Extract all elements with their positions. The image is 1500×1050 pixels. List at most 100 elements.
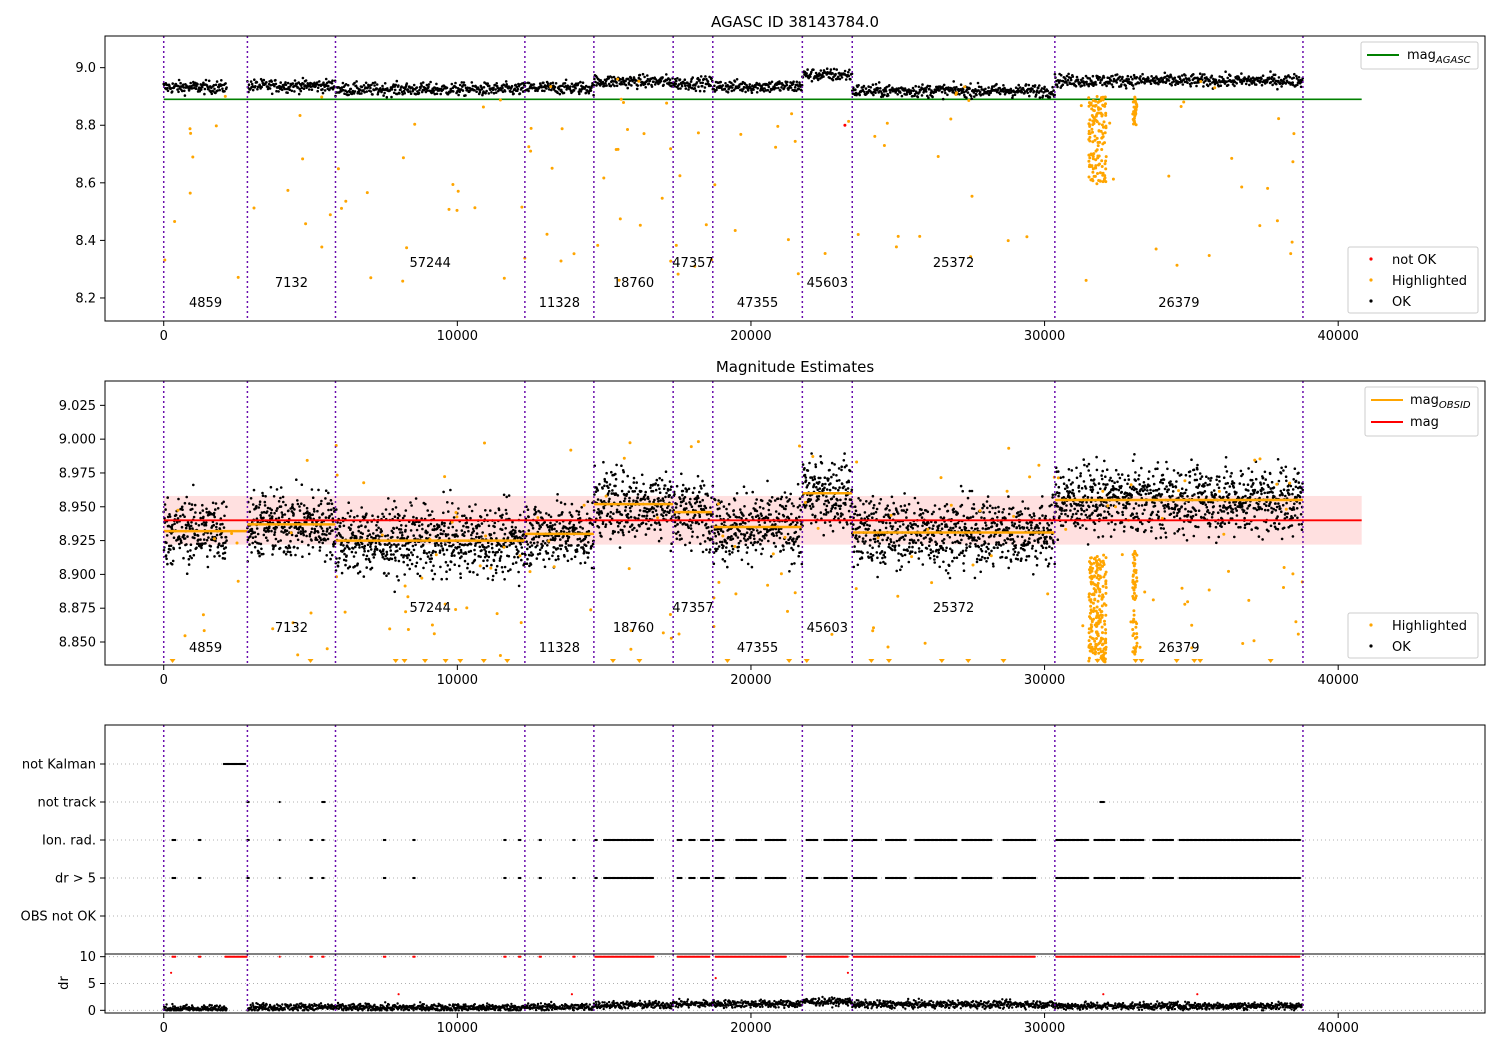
p1-xtick-label-3: 30000: [1024, 329, 1065, 344]
p2-obsid-label-6: 47355: [737, 641, 778, 656]
legend-label-not-ok: not OK: [1392, 253, 1437, 268]
p4-xtick-label-4: 40000: [1318, 1021, 1359, 1036]
p2-obsid-label-2: 57244: [410, 601, 451, 616]
out-of-range-marker-14: [868, 659, 875, 663]
p4-ytick-label-1: 5: [88, 977, 96, 992]
out-of-range-marker-3: [401, 659, 408, 663]
p2-obsid-label-0: 4859: [189, 641, 222, 656]
out-of-range-marker-16: [938, 659, 945, 663]
out-of-range-marker-19: [1094, 659, 1101, 663]
panel-1-point-legend: not OK Highlighted OK: [1347, 246, 1479, 314]
out-of-range-marker-1: [307, 659, 314, 663]
p2-xtick-label-4: 40000: [1318, 673, 1359, 688]
p4-xtick-label-0: 0: [160, 1021, 168, 1036]
legend-label-ok: OK: [1392, 295, 1411, 310]
out-of-range-marker-8: [504, 659, 511, 663]
p2-xtick-label-1: 10000: [437, 673, 478, 688]
out-of-range-marker-12: [786, 659, 793, 663]
legend-label-highlighted: Highlighted: [1392, 274, 1467, 289]
agasc-magnitude-panel: AGASC ID 38143784.0 4859 7132 57244 11328 18…: [75, 13, 1486, 344]
p2-obsid-label-7: 45603: [807, 621, 848, 636]
panel-2-line-legend: magOBSID mag: [1364, 386, 1479, 437]
legend-label-highlighted-2: Highlighted: [1392, 619, 1467, 634]
p1-xtick-label-4: 40000: [1318, 329, 1359, 344]
out-of-range-marker-5: [442, 659, 449, 663]
p1-obsid-label-1: 7132: [275, 276, 308, 291]
out-of-range-marker-22: [1138, 659, 1145, 663]
panel-2-point-legend: Highlighted OK: [1347, 612, 1479, 659]
panel-1-axes-frame: [104, 35, 1486, 322]
p4-ytick-label-0: 0: [88, 1004, 96, 1019]
p2-xtick-label-2: 20000: [730, 673, 771, 688]
legend-marker-not-ok: [1369, 257, 1373, 261]
legend-mag-obsid-label: magOBSID: [1410, 393, 1471, 411]
highlighted-points-series: [163, 77, 1296, 283]
p2-ytick-label-1: 8.875: [59, 602, 96, 617]
highlighted-points-series-2: [176, 440, 1304, 664]
panel-1-title: AGASC ID 38143784.0: [711, 13, 879, 31]
out-of-range-marker-26: [1267, 659, 1274, 663]
p2-obsid-label-3: 11328: [539, 641, 580, 656]
flag-row-label-1: not track: [37, 796, 96, 811]
panel-2-axes-frame: [104, 380, 1486, 666]
p2-obsid-label-8: 25372: [933, 601, 974, 616]
p1-obsid-label-3: 11328: [539, 296, 580, 311]
dr-ok-points: [162, 995, 1304, 1012]
p1-obsid-label-6: 47355: [737, 296, 778, 311]
p1-xtick-label-2: 20000: [730, 329, 771, 344]
p1-ytick-label-2: 8.6: [75, 176, 96, 191]
panel-1-line-legend: magAGASC: [1360, 41, 1479, 70]
dr-panel: 0 10000 20000 30000 40000 0 5 10 dr: [57, 950, 1486, 1036]
flag-row-label-2: Ion. rad.: [42, 834, 96, 849]
p1-ytick-label-3: 8.8: [75, 119, 96, 134]
p2-obsid-label-1: 7132: [275, 621, 308, 636]
legend-mag-agasc-label: magAGASC: [1407, 48, 1471, 66]
out-of-range-marker-11: [724, 659, 731, 663]
out-of-range-marker-18: [1000, 659, 1007, 663]
flag-row-label-3: dr > 5: [55, 872, 96, 887]
dr-capped-points: [170, 955, 1301, 996]
p1-obsid-label-0: 4859: [189, 296, 222, 311]
legend-label-ok-2: OK: [1392, 640, 1411, 655]
p4-xtick-label-2: 20000: [730, 1021, 771, 1036]
flag-row-label-4: OBS not OK: [21, 910, 97, 925]
flags-panel: not Kalman not track Ion. rad. dr > 5 OBS no…: [21, 724, 1486, 955]
out-of-range-marker-24: [1191, 659, 1198, 663]
out-of-range-marker-10: [636, 659, 643, 663]
p1-ytick-label-4: 9.0: [75, 61, 96, 76]
p2-ytick-label-2: 8.900: [59, 568, 96, 583]
out-of-range-marker-9: [609, 659, 616, 663]
out-of-range-marker-15: [885, 659, 892, 663]
out-of-range-marker-2: [392, 659, 399, 663]
dr-axis-label: dr: [57, 976, 72, 990]
legend-mag-label: mag: [1410, 415, 1439, 430]
p2-ytick-label-6: 9.000: [59, 433, 96, 448]
legend-marker-highlighted-2: [1369, 623, 1373, 627]
p2-obsid-label-5: 47357: [672, 601, 713, 616]
p4-xtick-label-1: 10000: [437, 1021, 478, 1036]
out-of-range-marker-13: [803, 659, 810, 663]
p2-ytick-label-4: 8.950: [59, 500, 96, 515]
flag-row-label-0: not Kalman: [22, 758, 96, 773]
legend-marker-highlighted: [1369, 278, 1373, 282]
panel-2-title: Magnitude Estimates: [716, 358, 874, 376]
out-of-range-marker-21: [1132, 659, 1139, 663]
p1-ytick-label-1: 8.4: [75, 234, 96, 249]
p2-xtick-label-3: 30000: [1024, 673, 1065, 688]
p1-obsid-label-8: 25372: [933, 256, 974, 271]
p2-ytick-label-3: 8.925: [59, 534, 96, 549]
p2-ytick-label-7: 9.025: [59, 399, 96, 414]
out-of-range-marker-4: [422, 659, 429, 663]
p2-xtick-label-0: 0: [160, 673, 168, 688]
legend-marker-ok-2: [1369, 644, 1373, 648]
out-of-range-marker-7: [480, 659, 487, 663]
p2-ytick-label-5: 8.975: [59, 466, 96, 481]
p1-xtick-label-1: 10000: [437, 329, 478, 344]
out-of-range-marker-25: [1197, 659, 1204, 663]
p1-obsid-label-5: 47357: [672, 256, 713, 271]
out-of-range-marker-0: [169, 659, 176, 663]
p1-ytick-label-0: 8.2: [75, 291, 96, 306]
out-of-range-marker-6: [457, 659, 464, 663]
p2-obsid-label-9: 26379: [1158, 641, 1199, 656]
not-ok-point: [843, 123, 847, 127]
